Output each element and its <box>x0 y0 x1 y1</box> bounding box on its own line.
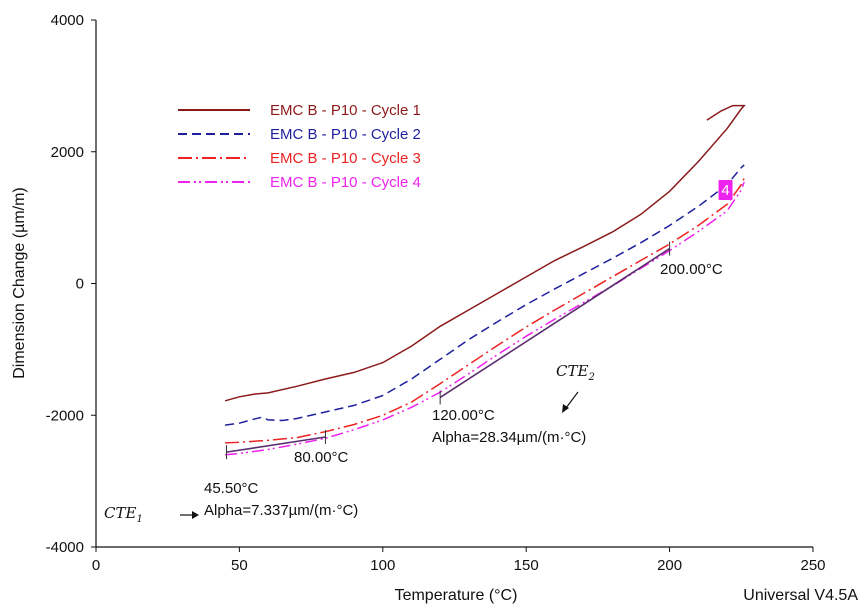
legend-entry-1: EMC B - P10 - Cycle 1 <box>270 102 421 119</box>
legend-entry-3: EMC B - P10 - Cycle 3 <box>270 150 421 167</box>
cycle-4-point-box <box>718 179 733 200</box>
x-tick-label-100: 100 <box>370 557 395 574</box>
ticks: 0 50 100 150 200 250 -4000 -2000 0 2000 4000 <box>46 12 826 574</box>
annotation-alpha-2: Alpha=28.34µm/(m·°C) <box>432 429 586 446</box>
y-tick-label--2000: -2000 <box>46 407 84 424</box>
annotation-45c: 45.50°C <box>204 480 259 497</box>
cte2-label-sub: 2 <box>587 372 594 383</box>
cte1-arrow <box>180 511 199 519</box>
legend-entry-4: EMC B - P10 - Cycle 4 <box>270 174 421 191</box>
series-line-cycle-4 <box>225 181 745 456</box>
cycle-4-point-marker: 4 <box>718 179 733 200</box>
plot-lines <box>224 104 746 456</box>
x-tick-label-0: 0 <box>92 557 100 574</box>
series-line-cycle-3 <box>225 177 745 444</box>
x-tick-label-200: 200 <box>657 557 682 574</box>
series-line-cycle-1 <box>224 104 746 402</box>
cte2-label-main: CTE <box>556 362 588 380</box>
y-tick-label-2000: 2000 <box>51 144 84 161</box>
cte-fit-line-2 <box>439 247 671 399</box>
footer-version: Universal V4.5A <box>743 587 858 604</box>
x-axis-title: Temperature (°C) <box>395 587 518 604</box>
y-tick-label-4000: 4000 <box>51 12 84 29</box>
legend-swatches <box>178 109 250 183</box>
legend: EMC B - P10 - Cycle 1 EMC B - P10 - Cycl… <box>178 102 421 191</box>
legend-entry-2: EMC B - P10 - Cycle 2 <box>270 126 421 143</box>
cycle-4-point-label: 4 <box>721 182 729 199</box>
y-tick-label-0: 0 <box>76 276 84 293</box>
cte1-label-main: CTE <box>104 504 136 522</box>
cte-fit-line-1 <box>226 436 326 453</box>
annotation-120c: 120.00°C <box>432 407 495 424</box>
y-tick-label--4000: -4000 <box>46 539 84 556</box>
cte1-label: CTE1 <box>104 504 143 525</box>
cte2-arrow <box>562 391 579 413</box>
x-tick-label-250: 250 <box>800 557 825 574</box>
axes <box>95 20 813 548</box>
fit-lines <box>225 241 671 460</box>
x-tick-label-150: 150 <box>514 557 539 574</box>
x-tick-label-50: 50 <box>231 557 248 574</box>
cte1-label-sub: 1 <box>136 514 142 525</box>
annotation-80c: 80.00°C <box>294 449 349 466</box>
annotation-200c: 200.00°C <box>660 261 723 278</box>
cte2-label: CTE2 <box>556 362 595 383</box>
y-axis-title: Dimension Change (µm/m) <box>11 187 28 379</box>
series-line-cycle-2 <box>225 164 745 426</box>
annotation-alpha-1: Alpha=7.337µm/(m·°C) <box>204 502 358 519</box>
